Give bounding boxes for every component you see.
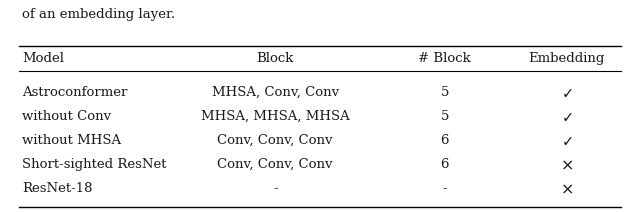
Text: without Conv: without Conv — [22, 110, 111, 123]
Text: without MHSA: without MHSA — [22, 134, 122, 147]
Text: # Block: # Block — [419, 52, 471, 65]
Text: $\times$: $\times$ — [560, 181, 573, 196]
Text: Conv, Conv, Conv: Conv, Conv, Conv — [218, 158, 333, 171]
Text: Astroconformer: Astroconformer — [22, 86, 128, 99]
Text: 5: 5 — [440, 86, 449, 99]
Text: ResNet-18: ResNet-18 — [22, 182, 93, 195]
Text: $\checkmark$: $\checkmark$ — [561, 133, 572, 148]
Text: 5: 5 — [440, 110, 449, 123]
Text: of an embedding layer.: of an embedding layer. — [22, 8, 175, 21]
Text: Short-sighted ResNet: Short-sighted ResNet — [22, 158, 167, 171]
Text: Block: Block — [257, 52, 294, 65]
Text: -: - — [442, 182, 447, 195]
Text: -: - — [273, 182, 278, 195]
Text: 6: 6 — [440, 134, 449, 147]
Text: MHSA, Conv, Conv: MHSA, Conv, Conv — [212, 86, 339, 99]
Text: Conv, Conv, Conv: Conv, Conv, Conv — [218, 134, 333, 147]
Text: $\checkmark$: $\checkmark$ — [561, 85, 572, 100]
Text: Model: Model — [22, 52, 65, 65]
Text: 6: 6 — [440, 158, 449, 171]
Text: $\times$: $\times$ — [560, 157, 573, 172]
Text: $\checkmark$: $\checkmark$ — [561, 109, 572, 124]
Text: Embedding: Embedding — [528, 52, 605, 65]
Text: MHSA, MHSA, MHSA: MHSA, MHSA, MHSA — [201, 110, 349, 123]
